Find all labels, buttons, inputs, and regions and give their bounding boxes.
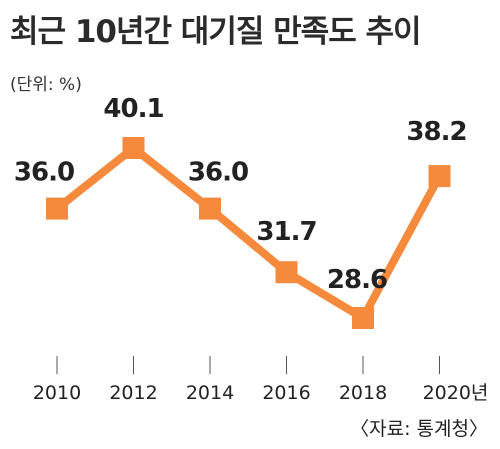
unit-label: (단위: %) [10,75,82,95]
x-tick-label: 2018 [339,382,387,404]
x-tick-label: 2014 [186,382,234,404]
data-label: 36.0 [14,158,74,188]
data-point-marker [199,197,221,220]
data-label: 40.1 [103,94,163,124]
data-label: 38.2 [406,117,466,147]
x-tick-label: 2012 [109,382,157,404]
series-line [54,142,444,324]
data-point-marker [122,137,145,159]
data-label: 28.6 [327,265,387,295]
x-tick-label: 2020년 [423,382,489,404]
chart-title: 최근 10년간 대기질 만족도 추이 [10,14,422,50]
data-label: 36.0 [188,158,248,188]
data-point-marker [46,197,68,220]
data-point-marker [275,261,298,284]
source-label: 〈자료: 통계청〉 [350,418,488,440]
data-point-marker [352,307,374,329]
data-label: 31.7 [256,217,316,247]
data-point-marker [428,165,451,188]
x-tick-label: 2016 [262,382,310,404]
x-tick-label: 2010 [33,382,81,404]
